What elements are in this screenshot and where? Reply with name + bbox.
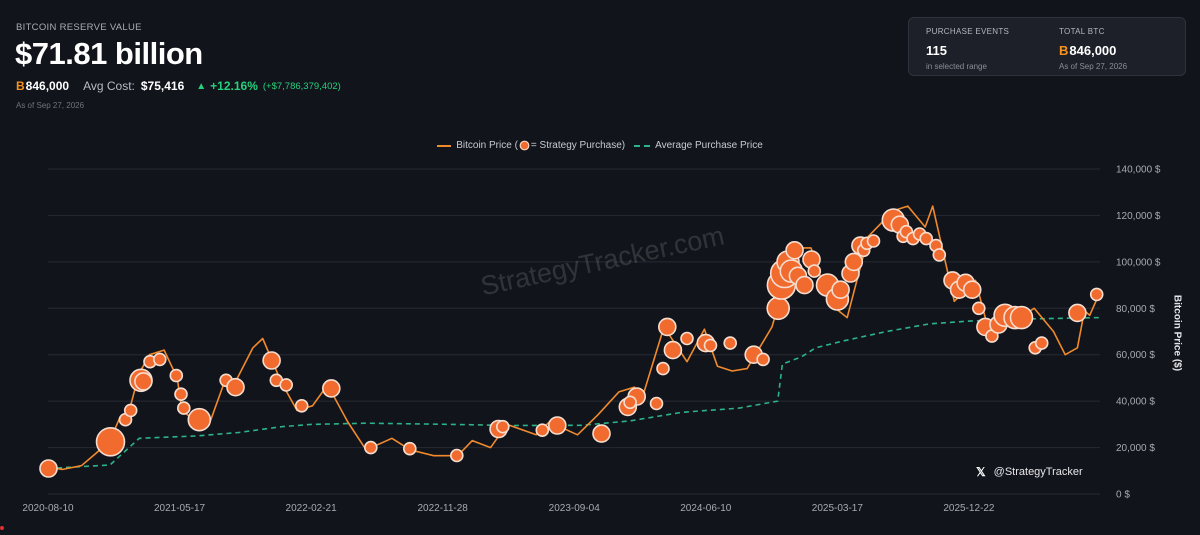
purchase-bubble-icon bbox=[519, 140, 530, 151]
purchase-bubble[interactable] bbox=[649, 396, 664, 411]
x-tick-label: 2021-05-17 bbox=[154, 503, 206, 514]
purchase-bubble[interactable] bbox=[123, 403, 138, 418]
purchase-bubble[interactable] bbox=[932, 248, 947, 262]
x-tick-label: 2023-09-04 bbox=[549, 503, 601, 514]
bitcoin-icon: B bbox=[16, 79, 25, 93]
purchase-bubble[interactable] bbox=[766, 296, 791, 321]
purchase-bubble[interactable] bbox=[680, 331, 694, 346]
triangle-up-icon: ▲ bbox=[196, 80, 207, 92]
purchase-bubble[interactable] bbox=[226, 377, 245, 397]
purchase-bubble[interactable] bbox=[723, 336, 738, 350]
purchase-bubble[interactable] bbox=[535, 423, 550, 438]
price-legend-swatch bbox=[437, 144, 452, 147]
chart-legend: Bitcoin Price ( = Strategy Purchase) Ave… bbox=[0, 140, 1200, 151]
purchase-bubble[interactable] bbox=[449, 448, 464, 463]
purchase-bubble[interactable] bbox=[495, 419, 510, 434]
x-tick-label: 2025-03-17 bbox=[812, 503, 864, 514]
purchase-bubble[interactable] bbox=[657, 317, 677, 337]
total-btc-stat: TOTAL BTC B846,000 As of Sep 27, 2026 bbox=[1059, 27, 1127, 71]
purchase-bubble[interactable] bbox=[919, 231, 934, 246]
purchase-bubble[interactable] bbox=[1089, 287, 1104, 302]
y-tick-label: 140,000 $ bbox=[1116, 165, 1161, 176]
purchase-bubble[interactable] bbox=[703, 338, 718, 353]
purchase-bubble[interactable] bbox=[279, 378, 294, 392]
total-btc-sub: As of Sep 27, 2026 bbox=[1059, 62, 1128, 71]
purchase-bubble[interactable] bbox=[187, 407, 212, 432]
x-logo-icon: 𝕏 bbox=[976, 465, 986, 479]
social-handle[interactable]: 𝕏 @StrategyTracker bbox=[976, 465, 1083, 479]
purchase-bubble[interactable] bbox=[807, 264, 822, 278]
y-axis-title: Bitcoin Price ($) bbox=[1171, 294, 1183, 372]
change-amount: (+$7,786,379,402) bbox=[262, 80, 341, 92]
purchase-bubble[interactable] bbox=[177, 401, 191, 415]
y-tick-label: 40,000 $ bbox=[1116, 397, 1155, 408]
avg-legend-swatch bbox=[634, 144, 651, 147]
reserve-value: $71.81 billion bbox=[15, 36, 203, 71]
purchase-bubble[interactable] bbox=[262, 351, 281, 370]
purchase-bubble[interactable] bbox=[363, 440, 378, 455]
y-tick-label: 80,000 $ bbox=[1116, 304, 1155, 315]
purchase-events-sub: in selected range bbox=[926, 62, 987, 71]
total-btc-label: TOTAL BTC bbox=[1059, 27, 1105, 36]
purchase-bubble[interactable] bbox=[971, 301, 986, 316]
purchase-bubble[interactable] bbox=[756, 352, 770, 367]
bitcoin-icon: B bbox=[1059, 43, 1069, 58]
purchase-bubble[interactable] bbox=[402, 441, 417, 456]
change-percent: +12.16% bbox=[210, 79, 258, 93]
total-btc-value-row: B846,000 bbox=[1059, 43, 1127, 58]
x-tick-label: 2024-06-10 bbox=[680, 503, 732, 514]
purchase-bubble[interactable] bbox=[656, 361, 670, 376]
reserve-label: BITCOIN RESERVE VALUE bbox=[16, 22, 142, 33]
price-legend-label: Bitcoin Price ( bbox=[456, 140, 518, 151]
purchase-bubble[interactable] bbox=[785, 241, 804, 260]
purchase-bubble[interactable] bbox=[547, 416, 567, 435]
purchase-bubble[interactable] bbox=[1068, 303, 1087, 323]
y-tick-label: 120,000 $ bbox=[1116, 211, 1161, 222]
purchase-events-value: 115 bbox=[926, 43, 947, 58]
price-legend-suffix: = Strategy Purchase) bbox=[530, 140, 626, 151]
purchase-bubble[interactable] bbox=[795, 275, 814, 295]
reserve-summary-row: B 846,000 Avg Cost: $75,416 ▲ +12.16% (+… bbox=[16, 79, 341, 93]
purchase-bubble[interactable] bbox=[844, 252, 864, 272]
y-tick-label: 20,000 $ bbox=[1116, 443, 1155, 454]
avg-cost-value: $75,416 bbox=[140, 79, 185, 93]
purchase-bubble[interactable] bbox=[153, 352, 167, 367]
y-tick-label: 0 $ bbox=[1116, 490, 1130, 501]
y-tick-label: 100,000 $ bbox=[1116, 257, 1161, 268]
avg-legend-label: Average Purchase Price bbox=[655, 140, 763, 151]
average-price-line bbox=[47, 316, 1101, 470]
purchase-bubble[interactable] bbox=[962, 280, 982, 300]
purchase-events-label: PURCHASE EVENTS bbox=[926, 27, 1010, 36]
purchase-bubble[interactable] bbox=[663, 340, 683, 360]
purchase-bubble[interactable] bbox=[174, 387, 188, 402]
purchase-bubble[interactable] bbox=[321, 379, 341, 398]
total-btc-value: 846,000 bbox=[1069, 43, 1117, 58]
purchase-bubble[interactable] bbox=[1034, 336, 1049, 350]
purchase-bubble[interactable] bbox=[95, 426, 126, 457]
purchase-bubble[interactable] bbox=[1009, 305, 1034, 330]
purchase-bubble[interactable] bbox=[39, 459, 58, 478]
purchase-bubble[interactable] bbox=[592, 424, 611, 443]
purchase-bubble[interactable] bbox=[169, 368, 184, 383]
purchase-bubble[interactable] bbox=[294, 398, 309, 413]
x-tick-label: 2020-08-10 bbox=[22, 503, 74, 514]
x-tick-label: 2022-02-21 bbox=[286, 503, 338, 514]
purchase-bubble[interactable] bbox=[623, 395, 637, 410]
avg-cost-label: Avg Cost: bbox=[83, 79, 135, 93]
purchase-bubble[interactable] bbox=[831, 280, 850, 300]
x-tick-label: 2022-11-28 bbox=[417, 503, 468, 514]
purchase-bubble[interactable] bbox=[134, 372, 153, 391]
purchase-bubble[interactable] bbox=[866, 234, 881, 248]
status-dot bbox=[0, 526, 4, 530]
as-of-date: As of Sep 27, 2026 bbox=[16, 101, 85, 110]
y-tick-label: 60,000 $ bbox=[1116, 350, 1155, 361]
btc-amount: 846,000 bbox=[25, 79, 70, 93]
stats-card: PURCHASE EVENTS 115 in selected range TO… bbox=[908, 17, 1186, 76]
handle-text: @StrategyTracker bbox=[993, 466, 1083, 478]
purchase-events-stat: PURCHASE EVENTS 115 in selected range bbox=[926, 27, 1009, 71]
x-tick-label: 2025-12-22 bbox=[943, 503, 995, 514]
